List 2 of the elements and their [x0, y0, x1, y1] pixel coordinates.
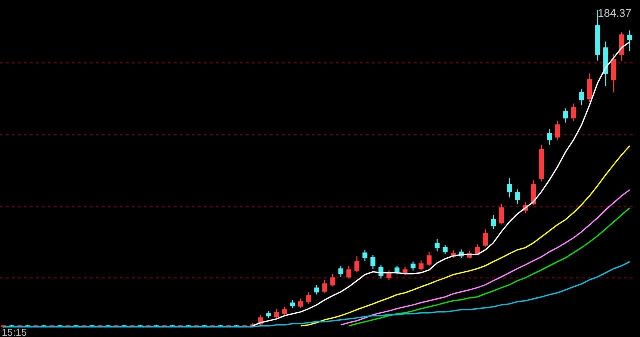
annotation: 15:15 — [2, 328, 28, 337]
annotation: 184.37 — [598, 8, 632, 20]
